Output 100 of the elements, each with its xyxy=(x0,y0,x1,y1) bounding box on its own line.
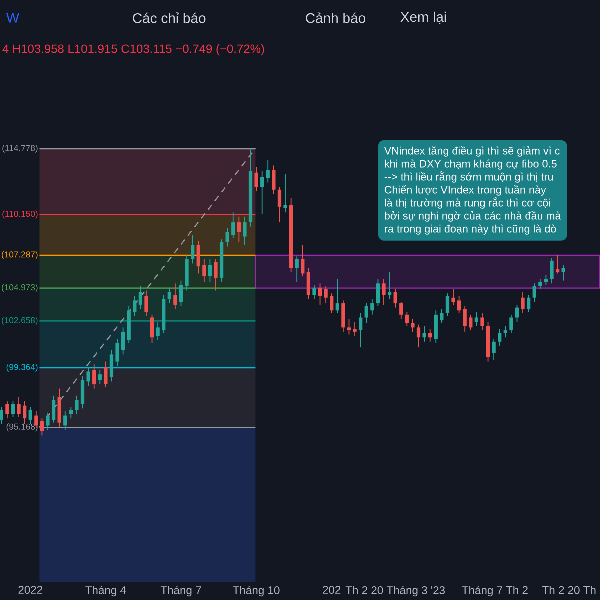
candlestick xyxy=(405,312,409,327)
candlestick xyxy=(474,312,479,327)
candlestick xyxy=(428,328,432,342)
candlestick xyxy=(318,283,322,306)
candlestick xyxy=(532,283,536,303)
candlestick xyxy=(515,304,520,322)
candlestick xyxy=(278,186,282,224)
candlestick xyxy=(492,338,496,361)
candlestick xyxy=(469,314,473,331)
candlestick xyxy=(133,296,137,317)
candlestick xyxy=(11,401,16,418)
candlestick xyxy=(174,283,178,310)
candlestick xyxy=(92,364,96,390)
candlestick xyxy=(144,290,148,317)
candlestick xyxy=(394,288,398,308)
candlestick xyxy=(254,166,258,192)
candlestick xyxy=(156,322,160,341)
candlestick xyxy=(452,288,456,306)
candlestick xyxy=(266,160,270,184)
candlestick xyxy=(411,318,415,332)
annotation: khi mà DXY chạm kháng cự fibo 0.5 xyxy=(385,160,557,170)
candlestick xyxy=(538,278,542,290)
candlestick xyxy=(52,395,56,424)
candlestick xyxy=(6,401,10,420)
ref-line-label: (95.168) xyxy=(6,424,38,432)
candlestick xyxy=(40,418,44,436)
candlestick xyxy=(521,292,525,314)
text: Các chỉ báo xyxy=(133,12,206,24)
candlestick xyxy=(359,313,363,348)
candlestick xyxy=(98,370,102,385)
candlestick xyxy=(17,396,21,418)
ref-line-label: (114.778) xyxy=(2,144,38,154)
candlestick xyxy=(556,254,560,274)
annotation: bởi sự nghi ngờ của các nhà đầu mà xyxy=(385,211,562,222)
candlestick xyxy=(243,216,247,246)
candlestick xyxy=(150,314,154,344)
candlestick xyxy=(312,284,316,300)
candlestick xyxy=(301,244,305,277)
x-tick-label: Tháng 7 xyxy=(462,586,502,597)
candlestick xyxy=(463,306,467,332)
annotation: Chiến lược VIndex trong tuần này xyxy=(384,185,546,196)
candlestick xyxy=(364,303,368,324)
annotation: --> thì liều rằng sớm muộn gì thị tru xyxy=(384,171,554,183)
chart-subtitle: 4 H103.958 L101.915 C103.115 −0.749 (−0.72%) xyxy=(2,44,264,56)
text: Xem lại xyxy=(400,12,446,24)
x-tick-label: Tháng 4 xyxy=(86,586,126,597)
candlestick xyxy=(422,326,426,342)
ref-line-label: (102.658) xyxy=(2,317,38,326)
candlestick xyxy=(382,278,386,306)
candlestick xyxy=(28,406,32,425)
candlestick xyxy=(440,308,444,324)
candlestick xyxy=(75,395,79,415)
candlestick xyxy=(196,240,200,274)
candlestick xyxy=(116,338,120,366)
candlestick xyxy=(295,256,299,283)
candlestick xyxy=(138,286,143,310)
candlestick xyxy=(0,406,4,425)
candlestick xyxy=(202,259,206,283)
candlestick xyxy=(330,293,334,314)
x-tick-label: 202 xyxy=(323,586,341,594)
candlestick xyxy=(179,280,184,307)
candlestick xyxy=(388,272,392,300)
candlestick xyxy=(104,361,108,388)
candlestick xyxy=(336,278,340,314)
candlestick xyxy=(347,318,352,336)
ref-line-label: (110.150) xyxy=(2,210,38,219)
candlestick xyxy=(446,293,450,317)
candlestick xyxy=(400,302,404,320)
candlestick xyxy=(353,322,357,337)
candlestick xyxy=(86,367,90,386)
x-tick-label: Tháng 7 xyxy=(160,586,202,597)
candlestick xyxy=(284,174,288,214)
candlestick xyxy=(480,313,484,331)
candlestick xyxy=(260,170,264,214)
annotation: ra trong giai đoạn này thì cũng là dò xyxy=(385,224,556,235)
candlestick xyxy=(226,228,230,248)
ref-line-label: (107.287) xyxy=(2,251,38,260)
x-tick-label: Tháng 10 xyxy=(233,586,280,597)
candlestick xyxy=(232,212,236,239)
candlestick xyxy=(306,268,311,300)
x-tick-label: Th 2 20 Th xyxy=(542,586,596,594)
candlestick xyxy=(562,264,566,282)
x-tick-label: 2022 xyxy=(18,586,43,594)
candlestick xyxy=(498,328,502,347)
candlestick xyxy=(237,216,241,243)
ref-line-label: (104.973) xyxy=(2,284,38,292)
x-tick-label: Th 2 20 Tháng 3 '23 xyxy=(346,586,446,597)
candlestick xyxy=(69,406,73,420)
candlestick xyxy=(527,294,531,313)
candlestick xyxy=(324,286,328,304)
annotation: là thị trường mà rung rắc thì cơ cội xyxy=(385,197,550,209)
candlestick xyxy=(168,287,172,304)
candlestick xyxy=(416,324,421,348)
candlestick xyxy=(191,234,195,264)
candlestick xyxy=(208,259,212,283)
ref-line-label: (99.364) xyxy=(6,364,38,372)
candlestick xyxy=(110,350,114,382)
candlestick xyxy=(64,411,68,430)
text: Cảnh báo xyxy=(306,12,366,24)
candlestick xyxy=(46,412,50,430)
